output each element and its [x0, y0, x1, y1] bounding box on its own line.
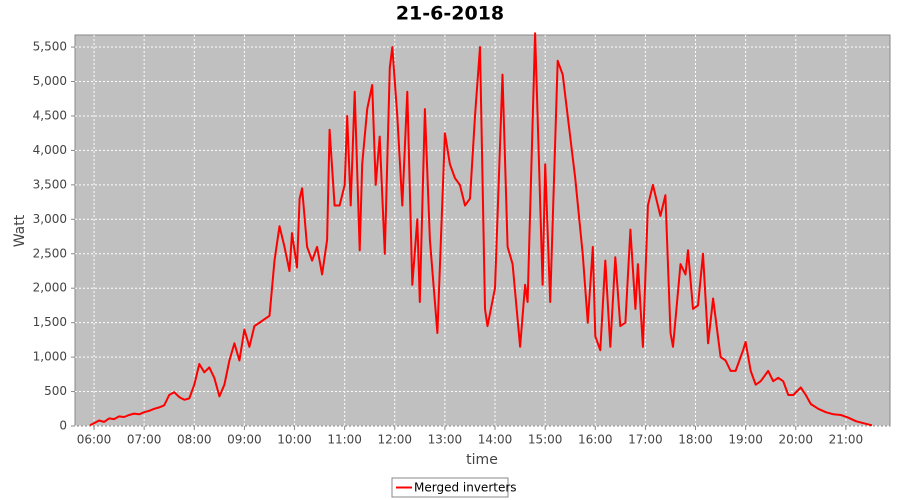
y-tick-label: 5,000 [33, 74, 67, 88]
x-tick-label: 15:00 [528, 433, 563, 447]
y-tick-label: 1,500 [33, 315, 67, 329]
x-tick-label: 19:00 [728, 433, 763, 447]
legend [391, 477, 509, 498]
y-tick-label: 2,500 [33, 246, 67, 260]
x-tick-label: 08:00 [177, 433, 212, 447]
y-tick-label: 500 [44, 384, 67, 398]
x-tick-label: 06:00 [77, 433, 112, 447]
x-tick-label: 16:00 [578, 433, 613, 447]
x-tick-label: 13:00 [428, 433, 463, 447]
line-series [89, 32, 873, 427]
y-tick-label: 0 [59, 419, 67, 433]
x-tick-label: 11:00 [327, 433, 362, 447]
chart-title: 21-6-2018 [396, 3, 504, 25]
y-tick-label: 5,500 [33, 40, 67, 54]
x-tick-label: 17:00 [628, 433, 663, 447]
x-axis-label: time [466, 452, 498, 468]
legend-label: Merged inverters [414, 481, 517, 495]
y-tick-label: 3,000 [33, 212, 67, 226]
y-tick-label: 4,000 [33, 143, 67, 157]
y-tick-label: 2,000 [33, 281, 67, 295]
x-tick-label: 09:00 [227, 433, 262, 447]
y-tick-label: 4,500 [33, 108, 67, 122]
x-tick-label: 10:00 [277, 433, 312, 447]
x-tick-label: 12:00 [377, 433, 412, 447]
x-tick-label: 14:00 [478, 433, 513, 447]
y-tick-label: 3,500 [33, 177, 67, 191]
x-tick-label: 07:00 [127, 433, 162, 447]
x-tick-label: 18:00 [678, 433, 713, 447]
x-tick-label: 21:00 [829, 433, 864, 447]
y-axis-label: Watt [12, 214, 28, 247]
y-tick-label: 1,000 [33, 350, 67, 364]
plot-area [74, 34, 891, 427]
x-tick-label: 20:00 [778, 433, 813, 447]
